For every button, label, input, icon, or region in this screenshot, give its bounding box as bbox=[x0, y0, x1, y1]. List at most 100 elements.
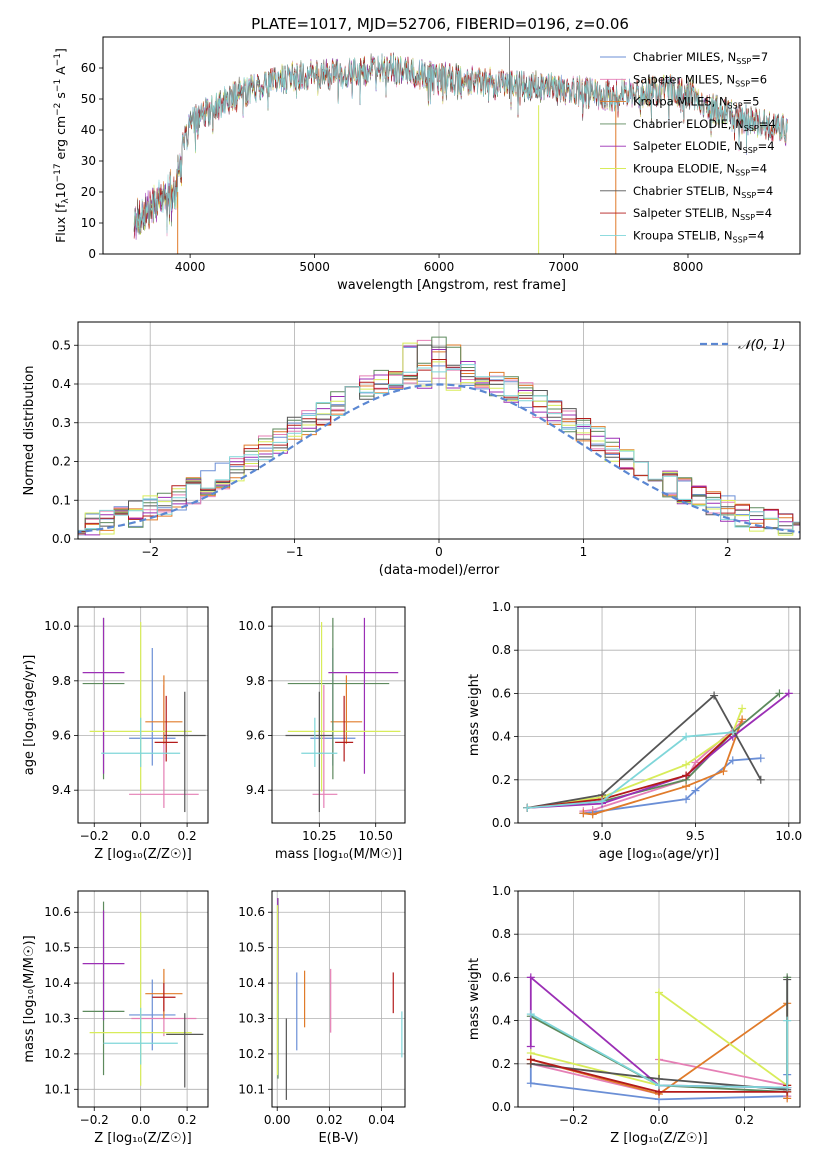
legend-subscript: SSP bbox=[744, 124, 759, 133]
y-axis-label-part: ] bbox=[53, 48, 68, 53]
legend-entry: Salpeter STELIB, NSSP=4 bbox=[633, 206, 772, 222]
x-tick-label: 9.0 bbox=[592, 829, 611, 843]
weight-marker bbox=[775, 689, 784, 698]
weight-marker bbox=[691, 786, 700, 795]
y-tick-label: 30 bbox=[81, 154, 96, 168]
legend-nssp-value: =7 bbox=[751, 50, 768, 64]
legend-subscript: SSP bbox=[743, 146, 758, 155]
spectrum-lines bbox=[133, 37, 788, 254]
x-tick-label: 0.02 bbox=[316, 1113, 343, 1127]
y-tick-label: 10.5 bbox=[238, 941, 265, 955]
legend-entry: Kroupa STELIB, NSSP=4 bbox=[633, 228, 764, 244]
x-tick-label: 8000 bbox=[673, 260, 704, 274]
weight-marker bbox=[728, 756, 737, 765]
legend-subscript: SSP bbox=[736, 57, 751, 66]
legend-subscript: SSP bbox=[735, 79, 750, 88]
weight-marker bbox=[598, 797, 607, 806]
weight-marker bbox=[783, 1016, 792, 1025]
legend-series-name: Kroupa STELIB, N bbox=[633, 228, 733, 242]
y-tick-label: 0 bbox=[88, 247, 96, 261]
y-tick-label: 10.1 bbox=[238, 1082, 265, 1096]
x-tick-label: 4000 bbox=[175, 260, 206, 274]
y-tick-label: 10.1 bbox=[44, 1082, 71, 1096]
y-tick-label: 10.6 bbox=[44, 905, 71, 919]
weight-marker bbox=[523, 803, 532, 812]
y-tick-label: 0.6 bbox=[492, 970, 511, 984]
x-tick-label: 0.04 bbox=[368, 1113, 395, 1127]
weight-marker bbox=[728, 728, 737, 737]
y-tick-label: 9.4 bbox=[246, 783, 265, 797]
legend-entry: Salpeter MILES, NSSP=6 bbox=[633, 72, 767, 88]
legend-nssp-value: =4 bbox=[755, 206, 772, 220]
y-axis-label-part: Flux [f bbox=[53, 203, 68, 243]
legend-nssp-value: =4 bbox=[750, 162, 767, 176]
x-tick-label: 0.0 bbox=[131, 1113, 150, 1127]
y-tick-label: 0.8 bbox=[492, 643, 511, 657]
axes-frame bbox=[77, 321, 801, 540]
x-tick-label: 0.0 bbox=[131, 829, 150, 843]
y-tick-label: 0.3 bbox=[52, 416, 71, 430]
histogram-series bbox=[78, 344, 800, 533]
y-axis-label-part: −1 bbox=[53, 79, 63, 92]
y-tick-label: 10.6 bbox=[238, 905, 265, 919]
legend-entry: Chabrier STELIB, NSSP=4 bbox=[633, 184, 773, 200]
y-tick-label: 0.0 bbox=[492, 1100, 511, 1114]
weight-series-line bbox=[527, 731, 733, 809]
legend-series-name: Chabrier STELIB, N bbox=[633, 184, 741, 198]
chart-weight-vs-age: 9.0 9.5 10.0 0.0 0.2 0.4 0.6 0.8 1.0 age [log₁₀(a… bbox=[467, 600, 802, 862]
y-tick-label: 40 bbox=[81, 123, 96, 137]
y-axis-label-part: −2 bbox=[53, 103, 63, 116]
x-tick-label: 1 bbox=[580, 545, 588, 559]
weight-marker bbox=[719, 767, 728, 776]
y-tick-label: 9.8 bbox=[246, 674, 265, 688]
y-tick-label: 10.0 bbox=[238, 619, 265, 633]
weight-marker bbox=[682, 732, 691, 741]
legend-series-name: Salpeter MILES, N bbox=[633, 72, 735, 86]
axes-frame bbox=[102, 36, 801, 255]
y-tick-label: 10.3 bbox=[44, 1011, 71, 1025]
y-tick-label: 50 bbox=[81, 92, 96, 106]
histogram-series bbox=[78, 342, 800, 536]
y-axis-label-part: λ bbox=[61, 198, 71, 204]
legend-series-name: Kroupa ELODIE, N bbox=[633, 162, 735, 176]
axes-frame bbox=[517, 890, 801, 1108]
legend-entry: Chabrier ELODIE, NSSP=4 bbox=[633, 117, 776, 133]
x-tick-label: 0.0 bbox=[649, 1113, 668, 1127]
x-tick-label: 9.5 bbox=[686, 829, 705, 843]
weight-marker bbox=[738, 715, 747, 724]
x-tick-label: 0.2 bbox=[178, 1113, 197, 1127]
x-axis-label: E(B-V) bbox=[318, 1131, 358, 1146]
weight-marker bbox=[756, 754, 765, 763]
weight-series-line bbox=[530, 1013, 789, 1089]
y-tick-label: 9.4 bbox=[52, 783, 71, 797]
histogram-series bbox=[78, 359, 800, 532]
legend-series-name: Chabrier MILES, N bbox=[633, 50, 736, 64]
weight-lines bbox=[523, 689, 793, 819]
legend-nssp-value: =5 bbox=[743, 95, 760, 109]
y-tick-label: 1.0 bbox=[492, 600, 511, 614]
y-axis-label: mass [log₁₀(M/M☉)] bbox=[22, 935, 37, 1062]
legend-subscript: SSP bbox=[728, 102, 743, 111]
y-tick-label: 0.2 bbox=[52, 455, 71, 469]
axes-frame bbox=[77, 606, 209, 824]
figure-title: PLATE=1017, MJD=52706, FIBERID=0196, z=0… bbox=[251, 15, 629, 33]
x-tick-label: 0.2 bbox=[178, 829, 197, 843]
weight-marker bbox=[682, 760, 691, 769]
chart-mass-vs-z: −0.2 0.0 0.2 10.1 10.2 10.3 10.4 10.5 10.6 Z [log… bbox=[22, 890, 209, 1146]
legend-series-name: Salpeter ELODIE, N bbox=[633, 139, 743, 153]
weight-marker bbox=[783, 1083, 792, 1092]
errorbars bbox=[82, 617, 206, 813]
y-tick-label: 0.6 bbox=[492, 686, 511, 700]
x-tick-label: −2 bbox=[141, 545, 159, 559]
y-tick-label: 10.3 bbox=[238, 1011, 265, 1025]
weight-marker bbox=[738, 704, 747, 713]
y-tick-label: 0.4 bbox=[492, 1014, 511, 1028]
errorbars bbox=[82, 901, 204, 1088]
weight-marker bbox=[579, 809, 588, 818]
histogram-series bbox=[78, 364, 800, 531]
errorbars bbox=[285, 617, 401, 813]
weight-lines bbox=[526, 973, 792, 1104]
normal-reference-curve bbox=[78, 383, 800, 534]
weight-marker bbox=[784, 689, 793, 698]
x-tick-label: −0.2 bbox=[80, 829, 109, 843]
